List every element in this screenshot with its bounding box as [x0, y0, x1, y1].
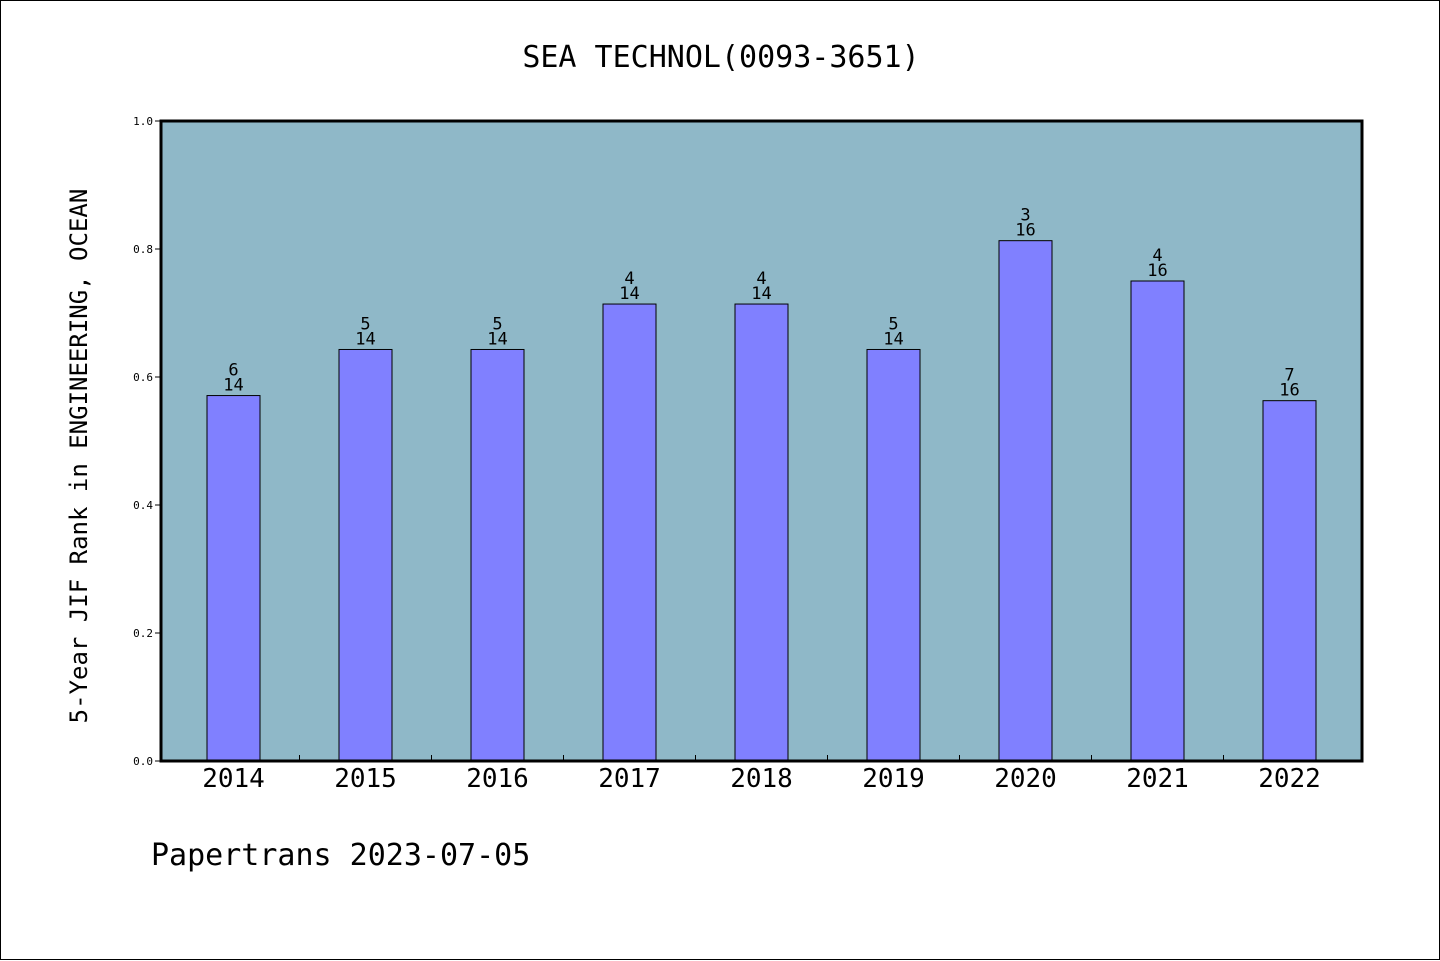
bar-2019: [866, 348, 921, 762]
bar-label-total: 14: [223, 376, 243, 396]
bar-label-rank: 5: [492, 314, 502, 334]
bar-label-total: 14: [487, 329, 507, 349]
bar-2018: [734, 303, 789, 762]
bar-label-rank: 5: [888, 314, 898, 334]
bar-label-total: 16: [1279, 381, 1299, 401]
bar-label-total: 14: [619, 284, 639, 304]
bar-2014: [206, 395, 261, 762]
bar-label-rank: 4: [624, 269, 634, 289]
y-tick-label: 0.4: [133, 499, 153, 512]
bar-2022: [1262, 400, 1317, 762]
x-tick-label: 2019: [862, 764, 925, 794]
bar-label-total: 16: [1147, 261, 1167, 281]
x-tick-label: 2022: [1258, 764, 1321, 794]
bar-label-total: 14: [883, 329, 903, 349]
y-tick-label: 1.0: [133, 115, 153, 128]
bar-2015: [338, 348, 393, 762]
y-tick-label: 0.0: [133, 755, 153, 768]
bars-group: [206, 240, 1317, 762]
bar-2016: [470, 348, 525, 762]
x-tick-label: 2016: [466, 764, 529, 794]
y-axis-label: 5-Year JIF Rank in ENGINEERING, OCEAN: [65, 189, 93, 724]
chart-title: SEA TECHNOL(0093-3651): [522, 40, 919, 75]
bar-label-rank: 3: [1020, 206, 1030, 226]
bar-labels-group: 6142014514201551420164142017414201851420…: [202, 206, 1321, 794]
bar-label-total: 16: [1015, 221, 1035, 241]
bar-label-total: 14: [355, 329, 375, 349]
bar-label-rank: 7: [1284, 366, 1294, 386]
x-tick-label: 2018: [730, 764, 793, 794]
x-tick-label: 2015: [334, 764, 397, 794]
y-tick-label: 0.8: [133, 243, 153, 256]
bar-2020: [998, 240, 1053, 762]
bar-label-rank: 4: [756, 269, 766, 289]
plot-border: [159, 119, 1364, 763]
footer-text: Papertrans 2023-07-05: [151, 838, 530, 873]
x-tick-label: 2017: [598, 764, 661, 794]
y-tick-label: 0.6: [133, 371, 153, 384]
bar-label-rank: 4: [1152, 246, 1162, 266]
x-tick-label: 2014: [202, 764, 265, 794]
bar-label-rank: 6: [228, 361, 238, 381]
bar-label-total: 14: [751, 284, 771, 304]
x-tick-label: 2020: [994, 764, 1057, 794]
y-tick-label: 0.2: [133, 627, 153, 640]
bar-2021: [1130, 280, 1185, 762]
bar-label-rank: 5: [360, 314, 370, 334]
bar-2017: [602, 303, 657, 762]
x-tick-label: 2021: [1126, 764, 1189, 794]
